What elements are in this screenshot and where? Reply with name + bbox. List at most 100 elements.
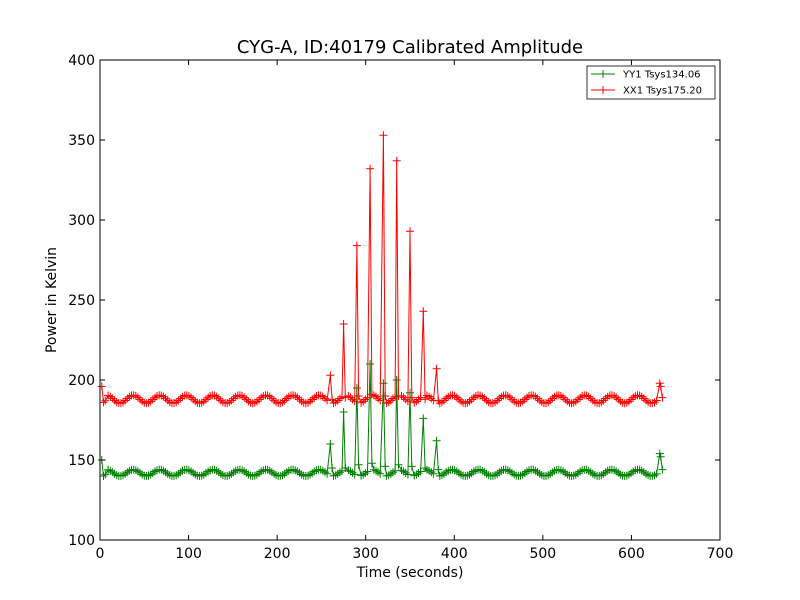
data-point [522, 393, 531, 402]
data-point [437, 398, 446, 407]
data-point [465, 397, 474, 406]
data-point [295, 395, 304, 404]
data-point [131, 466, 140, 475]
data-point [457, 397, 465, 406]
data-point [116, 399, 125, 408]
data-point [176, 394, 185, 403]
data-point [529, 391, 538, 400]
data-point [610, 391, 619, 400]
data-point [255, 469, 264, 478]
data-point [497, 466, 506, 475]
data-point [563, 397, 572, 406]
data-point [106, 466, 115, 475]
data-point [452, 393, 461, 402]
data-point [563, 470, 572, 479]
data-point [586, 468, 595, 477]
data-point [150, 467, 159, 476]
data-point [138, 470, 147, 479]
data-point [406, 388, 414, 397]
data-point [191, 397, 200, 406]
data-point [374, 468, 383, 477]
data-point [642, 469, 650, 478]
data-point [381, 392, 390, 400]
data-point [187, 467, 196, 476]
data-point [569, 398, 578, 407]
data-point [361, 469, 370, 478]
data-point [270, 396, 278, 405]
data-point [295, 468, 304, 477]
data-point [635, 391, 644, 400]
data-point [410, 471, 419, 480]
data-point [559, 467, 568, 476]
data-point [520, 469, 529, 478]
legend-label-xx1: XX1 Tsys175.20 [623, 86, 702, 97]
data-point [382, 471, 391, 480]
data-point [189, 395, 198, 404]
data-point [216, 396, 225, 405]
data-point [531, 466, 540, 475]
data-point [603, 392, 612, 401]
data-point [250, 471, 259, 480]
data-point [225, 398, 234, 407]
data-point [278, 398, 287, 407]
data-point [163, 396, 172, 405]
x-tick-label: 700 [707, 546, 734, 562]
y-tick-label: 350 [68, 133, 95, 149]
data-point [304, 398, 312, 407]
data-point [432, 436, 441, 445]
data-point [265, 392, 274, 401]
data-point [216, 469, 225, 478]
data-point [614, 395, 623, 404]
data-point [440, 469, 448, 478]
data-point [146, 397, 155, 406]
data-point [510, 397, 519, 406]
data-point [291, 466, 300, 475]
data-point [495, 468, 504, 477]
data-point [367, 390, 376, 399]
data-point [554, 391, 563, 400]
data-point [352, 241, 361, 250]
data-point [381, 462, 390, 471]
data-point [316, 391, 325, 400]
data-point [614, 468, 623, 477]
data-point [531, 392, 540, 401]
data-point [656, 452, 665, 461]
data-point [257, 467, 266, 476]
data-point [586, 394, 595, 403]
data-point [419, 414, 428, 423]
data-point [270, 469, 278, 478]
data-point [434, 465, 443, 474]
data-point [546, 469, 555, 478]
data-point [214, 394, 223, 403]
data-point [576, 393, 585, 402]
data-point [416, 467, 425, 476]
data-point [469, 467, 478, 476]
data-point [440, 396, 448, 405]
data-point [331, 471, 340, 480]
data-point [131, 391, 140, 400]
data-point [199, 397, 208, 406]
data-point [652, 469, 661, 478]
data-point [399, 393, 408, 402]
data-point [199, 470, 208, 479]
data-point [595, 471, 604, 480]
data-point [386, 469, 395, 478]
data-point [280, 396, 289, 405]
data-point [172, 398, 181, 407]
data-point [561, 468, 570, 477]
data-point [561, 395, 570, 404]
data-point [257, 393, 266, 402]
legend-marker-yy1 [599, 70, 607, 78]
data-point [242, 395, 251, 404]
x-axis-label: Time (seconds) [356, 565, 464, 581]
data-point [204, 393, 213, 402]
data-point [99, 472, 108, 480]
data-point [382, 399, 391, 408]
data-point [214, 468, 223, 477]
data-point [323, 469, 332, 478]
data-point [435, 399, 444, 408]
data-point [571, 397, 580, 406]
data-point [372, 466, 380, 475]
data-point [554, 465, 563, 474]
